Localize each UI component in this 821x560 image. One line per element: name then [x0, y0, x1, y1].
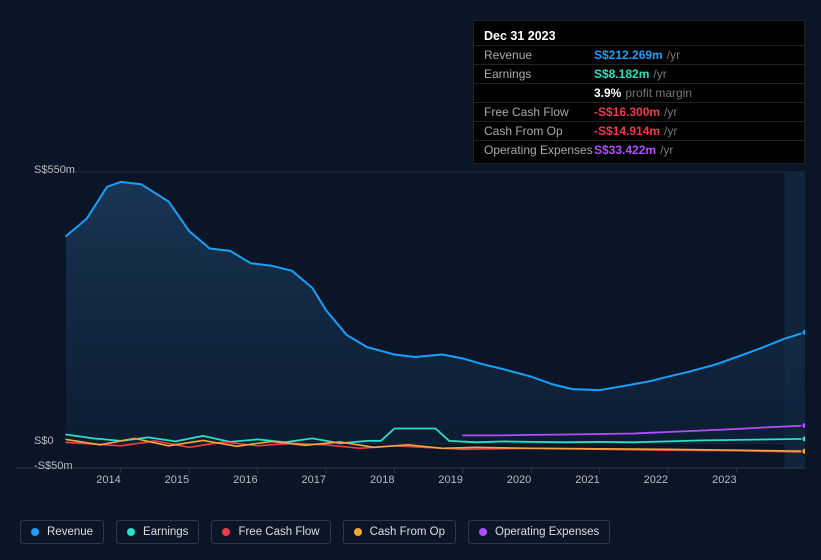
legend-item-opex[interactable]: Operating Expenses [468, 520, 610, 544]
x-axis-label: 2017 [302, 474, 326, 486]
legend-dot-icon [354, 528, 362, 536]
tooltip: Dec 31 2023 RevenueS$212.269m/yrEarnings… [473, 20, 805, 164]
chart-svg [16, 158, 805, 498]
y-axis-label: S$550m [34, 164, 75, 176]
tooltip-row: 3.9% profit margin [474, 83, 804, 102]
legend: Revenue Earnings Free Cash Flow Cash From O… [20, 520, 610, 544]
tooltip-row-label: Revenue [484, 48, 594, 62]
legend-item-fcf[interactable]: Free Cash Flow [211, 520, 330, 544]
series-cfo-endpoint [802, 448, 805, 454]
tooltip-row-label: Cash From Op [484, 124, 594, 138]
legend-item-label: Operating Expenses [495, 526, 599, 538]
tooltip-row-label: Free Cash Flow [484, 105, 594, 119]
tooltip-row-unit: /yr [664, 105, 677, 119]
legend-dot-icon [479, 528, 487, 536]
x-axis-label: 2019 [438, 474, 462, 486]
x-axis-label: 2014 [96, 474, 120, 486]
legend-dot-icon [222, 528, 230, 536]
x-axis-label: 2018 [370, 474, 394, 486]
tooltip-row-label: Earnings [484, 67, 594, 81]
series-revenue-area [66, 182, 805, 443]
tooltip-title: Dec 31 2023 [474, 25, 804, 45]
series-opex-endpoint [802, 422, 805, 428]
legend-item-revenue[interactable]: Revenue [20, 520, 104, 544]
y-axis-label: S$0 [34, 435, 54, 447]
tooltip-row-value: S$8.182m [594, 67, 649, 81]
legend-item-label: Cash From Op [370, 526, 445, 538]
tooltip-row-value: -S$14.914m [594, 124, 660, 138]
tooltip-row-unit: /yr [664, 124, 677, 138]
x-axis-labels: 2014 2015 2016 2017 2018 2019 2020 2021 2022 2023 [66, 474, 805, 494]
tooltip-row: Operating ExpensesS$33.422m/yr [474, 140, 804, 159]
legend-item-label: Revenue [47, 526, 93, 538]
tooltip-row-label: Operating Expenses [484, 143, 594, 157]
tooltip-row: Free Cash Flow-S$16.300m/yr [474, 102, 804, 121]
x-axis-label: 2022 [644, 474, 668, 486]
tooltip-row: EarningsS$8.182m/yr [474, 64, 804, 83]
tooltip-row-value: S$33.422m [594, 143, 656, 157]
x-axis-label: 2016 [233, 474, 257, 486]
tooltip-row-value: S$212.269m [594, 48, 663, 62]
legend-dot-icon [127, 528, 135, 536]
chart: S$550m S$0 -S$50m 2014 2015 2016 2017 2018 2019… [16, 158, 805, 498]
tooltip-row-unit: /yr [667, 48, 680, 62]
series-earnings-endpoint [802, 436, 805, 442]
series-revenue-endpoint [802, 329, 805, 335]
y-axis-label: -S$50m [34, 460, 73, 472]
tooltip-row: RevenueS$212.269m/yr [474, 45, 804, 64]
x-axis-label: 2015 [165, 474, 189, 486]
tooltip-row-unit: /yr [660, 143, 673, 157]
tooltip-row-unit: /yr [653, 67, 666, 81]
legend-item-cfo[interactable]: Cash From Op [343, 520, 456, 544]
legend-item-label: Free Cash Flow [238, 526, 319, 538]
legend-item-label: Earnings [143, 526, 188, 538]
x-axis-label: 2021 [575, 474, 599, 486]
tooltip-row-value: 3.9% [594, 86, 621, 100]
legend-item-earnings[interactable]: Earnings [116, 520, 199, 544]
tooltip-row-value: -S$16.300m [594, 105, 660, 119]
legend-dot-icon [31, 528, 39, 536]
x-axis-label: 2020 [507, 474, 531, 486]
tooltip-row-unit: profit margin [625, 86, 692, 100]
x-axis-label: 2023 [712, 474, 736, 486]
tooltip-row: Cash From Op-S$14.914m/yr [474, 121, 804, 140]
